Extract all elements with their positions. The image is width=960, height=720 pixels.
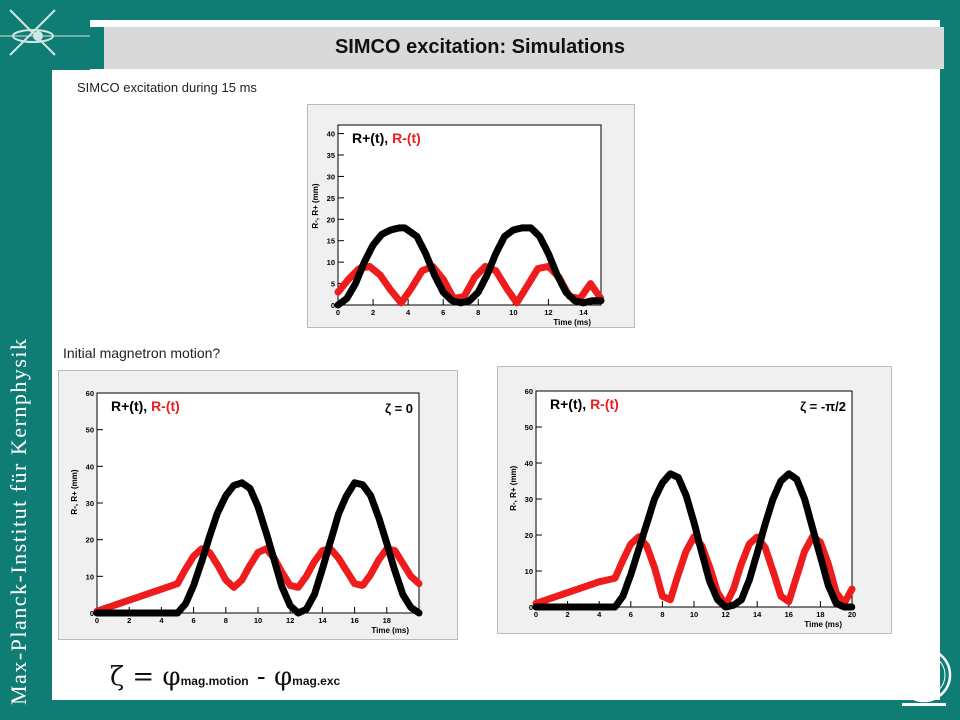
x-tick-label: 12 <box>721 610 729 619</box>
x-tick-label: 4 <box>597 610 602 619</box>
x-tick-label: 14 <box>579 308 588 317</box>
y-tick-label: 0 <box>529 603 533 612</box>
x-tick-label: 12 <box>286 616 294 625</box>
y-tick-label: 60 <box>525 387 533 396</box>
legend-r-plus: R+(t), <box>550 396 590 412</box>
legend-r-minus: R-(t) <box>151 398 180 414</box>
y-tick-label: 40 <box>525 459 533 468</box>
x-tick-label: 4 <box>406 308 411 317</box>
y-axis-label: R-, R+ (mm) <box>509 465 518 510</box>
minerva-logo-icon <box>896 647 952 706</box>
x-tick-label: 10 <box>509 308 517 317</box>
phase-formula: ζ = φmag.motion - φmag.exc <box>110 662 340 692</box>
title-bar <box>104 27 944 69</box>
x-tick-label: 18 <box>816 610 824 619</box>
y-tick-label: 60 <box>86 389 94 398</box>
slide-title: SIMCO excitation: Simulations <box>334 36 626 58</box>
y-tick-label: 30 <box>327 172 335 181</box>
phase-annotation: ζ = 0 <box>385 401 413 416</box>
y-tick-label: 50 <box>86 426 94 435</box>
y-tick-label: 40 <box>86 462 94 471</box>
x-tick-label: 10 <box>254 616 262 625</box>
x-tick-label: 14 <box>318 616 327 625</box>
legend-r-minus: R-(t) <box>590 396 619 412</box>
x-tick-label: 0 <box>336 308 340 317</box>
y-tick-label: 40 <box>327 130 335 139</box>
formula-sub-motion: mag.motion <box>180 674 249 688</box>
x-tick-label: 12 <box>544 308 552 317</box>
magnetron-question: Initial magnetron motion? <box>63 345 221 361</box>
legend-r-plus: R+(t), <box>111 398 151 414</box>
x-tick-label: 8 <box>476 308 480 317</box>
y-tick-label: 20 <box>86 536 94 545</box>
x-axis-label: Time (ms) <box>553 318 591 327</box>
y-tick-label: 0 <box>331 301 335 310</box>
x-axis-label: Time (ms) <box>804 620 842 629</box>
x-tick-label: 2 <box>127 616 131 625</box>
plot-frame <box>535 390 853 608</box>
legend: R+(t), R-(t) <box>111 398 180 414</box>
legend: R+(t), R-(t) <box>550 396 619 412</box>
x-tick-label: 14 <box>753 610 762 619</box>
x-tick-label: 6 <box>441 308 445 317</box>
x-tick-label: 4 <box>159 616 164 625</box>
y-tick-label: 20 <box>525 531 533 540</box>
y-axis-label: R-, R+ (mm) <box>311 183 320 228</box>
series-r-plus-line <box>532 470 856 611</box>
y-tick-label: 10 <box>86 572 94 581</box>
x-tick-label: 2 <box>371 308 375 317</box>
x-tick-label: 0 <box>534 610 538 619</box>
x-tick-label: 18 <box>383 616 391 625</box>
series-r-minus-line <box>532 533 856 609</box>
institute-name: Max-Planck-Institut für Kernphysik <box>6 337 31 706</box>
y-tick-label: 50 <box>525 423 533 432</box>
formula-sub-exc: mag.exc <box>292 674 341 688</box>
x-tick-label: 16 <box>350 616 358 625</box>
y-tick-label: 20 <box>327 215 335 224</box>
x-axis-label: Time (ms) <box>371 626 409 635</box>
y-tick-label: 25 <box>327 194 335 203</box>
x-tick-label: 6 <box>192 616 196 625</box>
y-tick-label: 5 <box>331 280 335 289</box>
y-tick-label: 10 <box>327 258 335 267</box>
slide-subtitle: SIMCO excitation during 15 ms <box>77 80 257 95</box>
legend: R+(t), R-(t) <box>352 130 421 146</box>
y-tick-label: 10 <box>525 567 533 576</box>
chart-top: 0 2 4 6 8 10 12 14 0 5 10 15 20 25 30 35 40 Time (ms) R-, … <box>311 124 605 327</box>
chart-bottom-right: 0 2 4 6 8 10 12 14 16 18 20 0 10 20 30 40 50 60 Time (ms) R… <box>509 387 856 629</box>
chart-bottom-left: 0 2 4 6 8 10 12 14 16 18 0 10 20 30 40 50 60 Time (ms) R-,… <box>70 389 423 635</box>
x-tick-label: 16 <box>785 610 793 619</box>
x-tick-label: 6 <box>629 610 633 619</box>
x-tick-label: 8 <box>660 610 664 619</box>
y-tick-label: 30 <box>525 495 533 504</box>
x-tick-label: 0 <box>95 616 99 625</box>
x-tick-label: 8 <box>224 616 228 625</box>
formula-main: ζ = φ <box>110 662 181 692</box>
plot-top: 0 2 4 6 8 10 12 14 0 5 10 15 20 25 30 35 40 Time (ms) R-, … <box>307 104 635 328</box>
phase-annotation: ζ = -π/2 <box>800 399 846 414</box>
formula-minus: - φ <box>248 662 293 692</box>
plot-bottom-right: 0 2 4 6 8 10 12 14 16 18 20 0 10 20 30 40 50 60 Time (ms) R… <box>497 366 892 634</box>
series-r-plus-line <box>93 479 423 617</box>
y-tick-label: 0 <box>90 609 94 618</box>
legend-r-plus: R+(t), <box>352 130 392 146</box>
y-tick-label: 15 <box>327 237 335 246</box>
plot-bottom-left: 0 2 4 6 8 10 12 14 16 18 0 10 20 30 40 50 60 Time (ms) R-,… <box>58 370 458 640</box>
institute-logo-icon <box>0 0 90 70</box>
y-axis-label: R-, R+ (mm) <box>70 469 79 514</box>
y-tick-label: 30 <box>86 499 94 508</box>
legend-r-minus: R-(t) <box>392 130 421 146</box>
x-tick-label: 10 <box>690 610 698 619</box>
series-r-plus-line <box>334 224 605 309</box>
x-tick-label: 2 <box>566 610 570 619</box>
x-tick-label: 20 <box>848 610 856 619</box>
y-tick-label: 35 <box>327 151 335 160</box>
